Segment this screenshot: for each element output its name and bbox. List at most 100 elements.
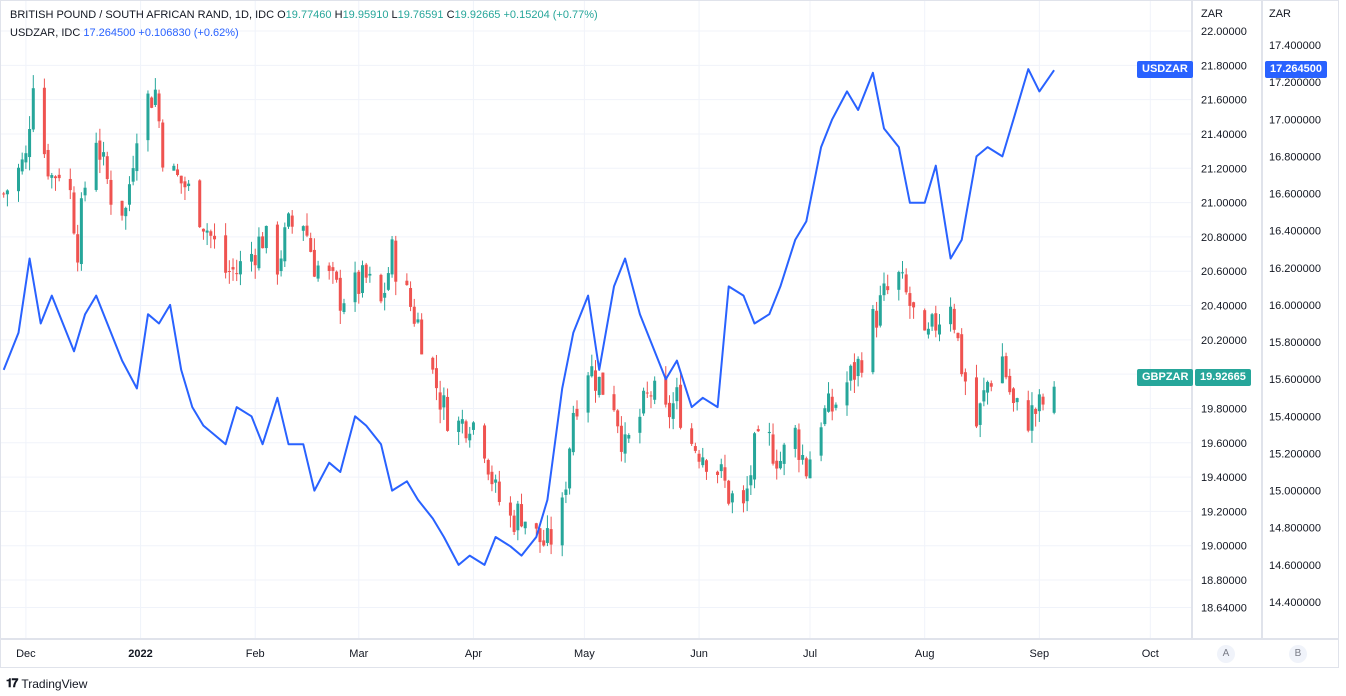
candle-body	[416, 319, 420, 323]
candle-body	[231, 267, 235, 270]
price-scale-b[interactable]: 17.400000 17.200000 17.000000 16.800000 16.6…	[1269, 40, 1321, 609]
candle-body	[420, 319, 424, 355]
time-axis[interactable]: Dec 2022 Feb Mar Apr May Jun Jul Aug Sep Oct	[16, 648, 1159, 660]
candle-body	[512, 515, 516, 532]
candle-body	[560, 497, 564, 546]
candle-body	[653, 380, 657, 400]
scale-a-unit: ZAR	[1201, 8, 1223, 20]
price-tick-a: 22.00000	[1201, 26, 1247, 38]
usdzar-polyline	[2, 68, 1055, 566]
candle-body	[76, 234, 80, 263]
candle-body	[386, 273, 390, 290]
candle-body	[1004, 356, 1008, 378]
candle-body	[949, 306, 953, 325]
candle-body	[238, 261, 242, 275]
candle-body	[1034, 408, 1038, 414]
overlay-change: +0.106830 (+0.62%)	[138, 27, 239, 39]
price-tick-a: 21.40000	[1201, 129, 1247, 141]
candle-body	[741, 490, 745, 504]
candle-body	[309, 238, 313, 252]
time-tick-label: Feb	[246, 648, 265, 660]
candle-body	[434, 368, 438, 389]
candle-body	[675, 387, 679, 402]
time-tick-label: Mar	[349, 648, 368, 660]
candle-body	[157, 93, 161, 122]
candle-body	[464, 421, 468, 439]
price-tick-b: 17.400000	[1269, 40, 1321, 52]
candle-body	[671, 403, 675, 419]
candle-body	[187, 183, 191, 187]
price-tick-a: 19.20000	[1201, 506, 1247, 518]
candle-body	[120, 200, 124, 216]
candle-body	[235, 273, 239, 275]
candle-body	[16, 167, 20, 192]
price-tick-a: 18.80000	[1201, 575, 1247, 587]
candle-body	[804, 458, 808, 477]
candle-body	[360, 265, 364, 293]
candle-body	[1011, 388, 1015, 404]
candle-body	[871, 308, 875, 373]
candle-body	[46, 149, 50, 177]
main-series-legend[interactable]: BRITISH POUND / SOUTH AFRICAN RAND, 1D, …	[10, 9, 598, 21]
price-scale-a-frame[interactable]	[1191, 0, 1263, 640]
candle-body	[431, 357, 435, 370]
price-tick-a: 21.20000	[1201, 163, 1247, 175]
candle-body	[937, 324, 941, 335]
price-scale-b-frame[interactable]	[1261, 0, 1339, 640]
footer-brand[interactable]: 𝟏𝟕 TradingView	[6, 676, 87, 691]
candle-body	[771, 434, 775, 464]
candle-body	[68, 178, 72, 191]
candle-body	[57, 174, 61, 179]
candle-body	[150, 97, 154, 108]
candle-body	[701, 457, 705, 466]
candle-body	[601, 372, 605, 395]
candle-body	[312, 249, 316, 277]
candle-body	[534, 523, 538, 529]
scale-b-unit: ZAR	[1269, 8, 1291, 20]
candle-body	[264, 225, 268, 249]
price-tick-a: 19.40000	[1201, 472, 1247, 484]
candle-body	[327, 265, 331, 271]
candle-body	[1015, 398, 1019, 403]
plot-area[interactable]	[0, 0, 1193, 640]
candle-body	[667, 402, 671, 418]
candle-body	[749, 475, 753, 486]
candle-body	[834, 404, 838, 408]
candle-body	[612, 394, 616, 411]
overlay-series-legend[interactable]: USDZAR, IDC 17.264500 +0.106830 (+0.62%)	[10, 27, 239, 39]
candle-body	[974, 377, 978, 427]
candle-body	[287, 213, 291, 227]
candle-body	[767, 431, 771, 434]
candle-body	[808, 459, 812, 479]
candle-body	[923, 310, 927, 331]
candle-body	[575, 408, 579, 417]
candle-body	[886, 286, 890, 291]
candle-body	[727, 480, 731, 504]
close-value: 19.92665	[454, 9, 501, 21]
scale-a-button[interactable]: A	[1217, 645, 1235, 663]
candle-body	[98, 140, 102, 160]
candle-body	[590, 366, 594, 377]
time-tick-label: Sep	[1030, 648, 1050, 660]
scale-b-button[interactable]: B	[1289, 645, 1307, 663]
candle-body	[878, 295, 882, 326]
candle-body	[523, 521, 527, 529]
candle-body	[368, 273, 372, 276]
candle-body	[438, 392, 442, 410]
candle-body	[520, 504, 524, 527]
candle-body	[146, 93, 150, 141]
candle-body	[934, 313, 938, 331]
candle-body	[730, 493, 734, 503]
candle-body	[645, 392, 649, 394]
candle-body	[305, 225, 309, 236]
open-value: 19.77460	[285, 9, 332, 21]
time-scale-frame[interactable]	[0, 638, 1339, 668]
candle-body	[1026, 400, 1030, 431]
candle-body	[982, 390, 986, 402]
candle-body	[176, 169, 180, 176]
close-key: C	[446, 9, 455, 21]
candle-body	[497, 481, 501, 502]
candle-body	[331, 267, 335, 271]
gbpzar-price-pill: 19.92665	[1195, 369, 1251, 386]
